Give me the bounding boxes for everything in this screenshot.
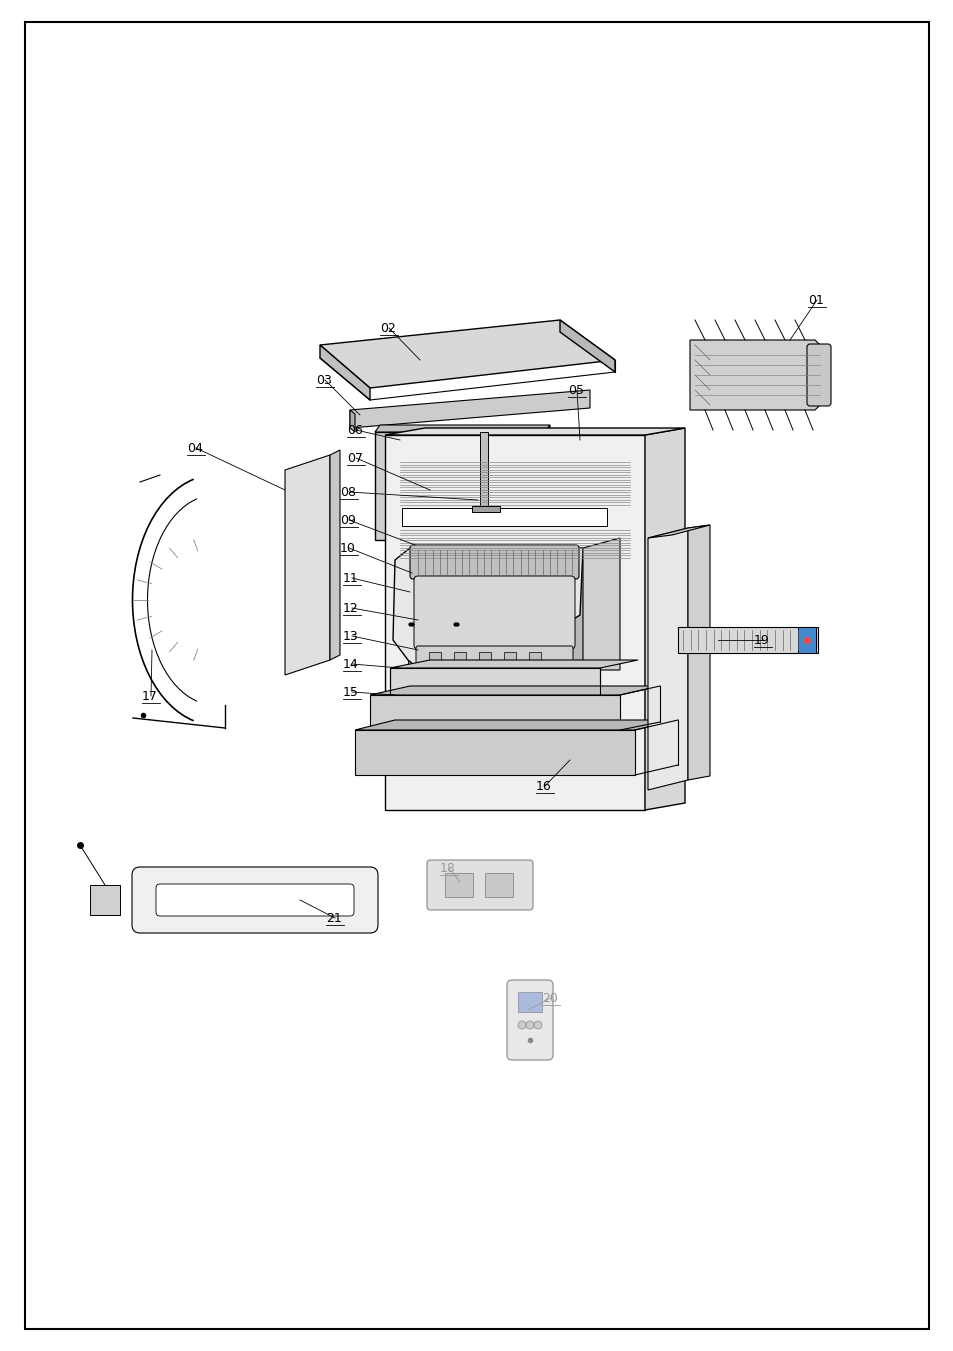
Polygon shape — [285, 455, 330, 676]
Text: 17: 17 — [142, 689, 157, 703]
Circle shape — [534, 1021, 541, 1029]
Bar — [529, 653, 540, 662]
Polygon shape — [390, 444, 530, 528]
Text: 18: 18 — [439, 862, 456, 874]
FancyBboxPatch shape — [806, 345, 830, 407]
Bar — [444, 873, 473, 897]
Text: 14: 14 — [343, 658, 358, 670]
Text: 10: 10 — [339, 542, 355, 554]
FancyBboxPatch shape — [416, 646, 573, 667]
Text: 20: 20 — [541, 992, 558, 1005]
Polygon shape — [350, 390, 589, 428]
Polygon shape — [319, 320, 615, 388]
Polygon shape — [544, 426, 550, 540]
Polygon shape — [370, 686, 659, 694]
Text: 15: 15 — [343, 685, 358, 698]
Text: 05: 05 — [567, 384, 583, 396]
Polygon shape — [350, 409, 355, 432]
Polygon shape — [687, 526, 709, 780]
Polygon shape — [644, 428, 684, 811]
FancyBboxPatch shape — [410, 544, 578, 580]
Text: 02: 02 — [379, 322, 395, 335]
Text: 12: 12 — [343, 601, 358, 615]
Text: 04: 04 — [187, 442, 203, 454]
Bar — [90, 885, 120, 915]
Bar — [450, 608, 475, 620]
Polygon shape — [647, 528, 687, 790]
Bar — [484, 873, 513, 897]
Bar — [401, 608, 427, 620]
Bar — [454, 653, 465, 662]
Circle shape — [517, 1021, 525, 1029]
Polygon shape — [390, 661, 638, 667]
Text: 21: 21 — [326, 912, 341, 924]
FancyBboxPatch shape — [506, 979, 553, 1061]
Polygon shape — [582, 538, 619, 670]
Bar — [429, 653, 440, 662]
Text: 13: 13 — [343, 630, 358, 643]
Polygon shape — [689, 340, 824, 409]
Polygon shape — [385, 435, 644, 811]
FancyBboxPatch shape — [414, 576, 575, 648]
Text: 07: 07 — [347, 451, 363, 465]
Polygon shape — [385, 428, 684, 435]
Bar — [479, 432, 488, 512]
Text: 16: 16 — [536, 780, 551, 793]
Text: 01: 01 — [807, 293, 823, 307]
Text: 11: 11 — [343, 571, 358, 585]
Polygon shape — [390, 667, 599, 694]
Bar — [478, 653, 491, 662]
Text: 19: 19 — [753, 634, 769, 647]
Polygon shape — [647, 526, 709, 538]
Text: 06: 06 — [347, 423, 362, 436]
Polygon shape — [375, 426, 550, 432]
Bar — [401, 508, 606, 526]
Polygon shape — [559, 320, 615, 372]
Text: 08: 08 — [339, 485, 355, 499]
Bar — [503, 653, 516, 662]
Polygon shape — [330, 450, 339, 661]
Polygon shape — [355, 720, 678, 730]
FancyBboxPatch shape — [132, 867, 377, 934]
Text: 09: 09 — [339, 513, 355, 527]
Bar — [678, 627, 817, 653]
Bar — [408, 549, 582, 703]
Text: 03: 03 — [315, 373, 332, 386]
Bar — [401, 567, 606, 586]
Bar — [517, 992, 541, 1012]
Circle shape — [525, 1021, 534, 1029]
Polygon shape — [355, 730, 635, 775]
FancyBboxPatch shape — [156, 884, 354, 916]
FancyBboxPatch shape — [427, 861, 533, 911]
Polygon shape — [319, 345, 370, 400]
Bar — [797, 627, 815, 653]
Polygon shape — [375, 432, 544, 540]
Polygon shape — [393, 549, 582, 670]
Polygon shape — [370, 694, 619, 730]
Polygon shape — [472, 507, 499, 512]
